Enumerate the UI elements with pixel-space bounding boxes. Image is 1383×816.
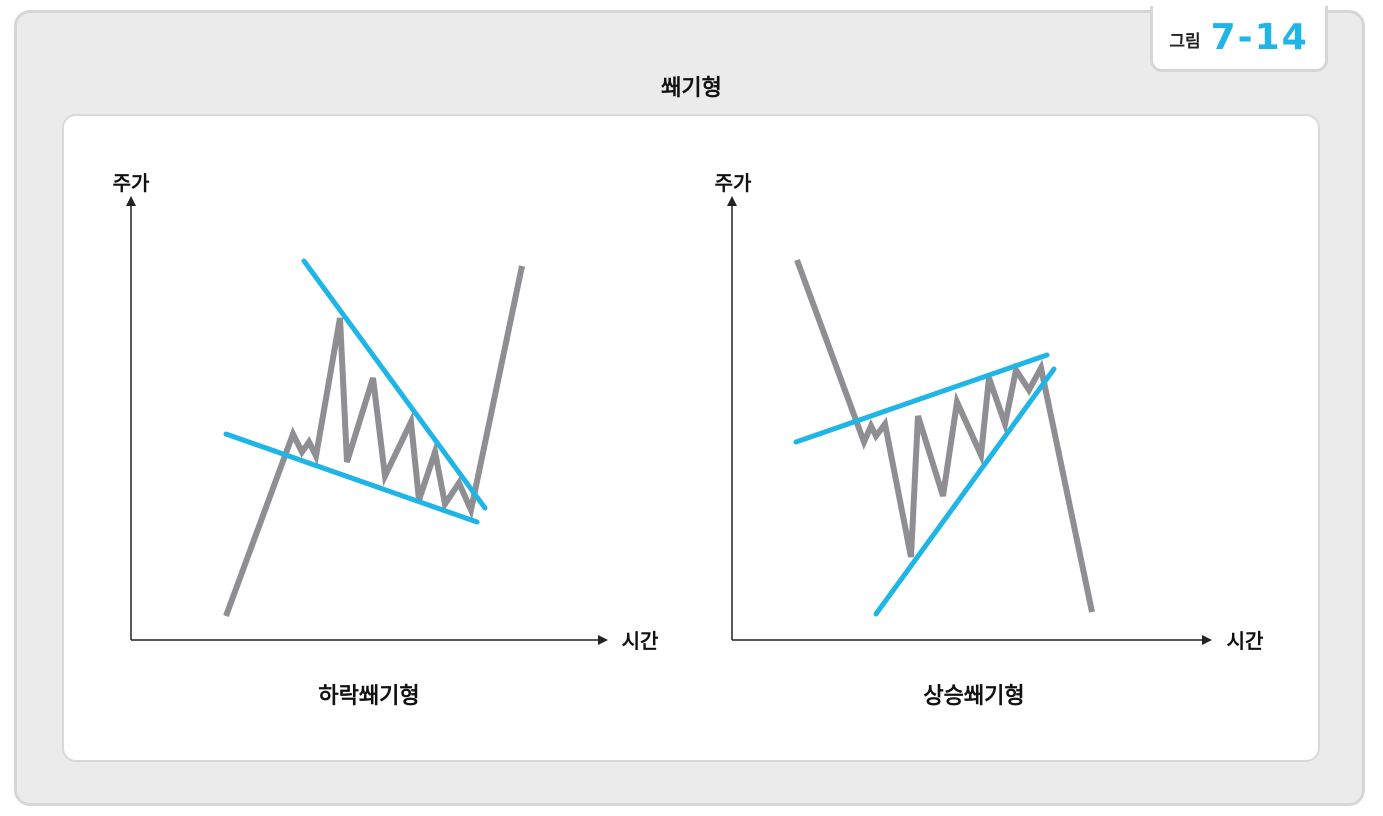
- chart-caption: 하락쐐기형: [318, 684, 419, 709]
- upper-trendline: [301, 258, 488, 511]
- y-axis-label: 주가: [715, 171, 752, 195]
- upper-trendline: [793, 352, 1050, 445]
- x-axis-label: 시간: [1227, 629, 1264, 653]
- y-axis-label: 주가: [113, 171, 150, 195]
- chart-caption: 상승쐐기형: [923, 684, 1024, 709]
- lower-trendline: [223, 431, 480, 525]
- lower-trendline: [873, 366, 1057, 617]
- x-axis-label: 시간: [622, 629, 659, 653]
- rising-wedge-chart: 주가 시간 상승쐐기형: [715, 171, 1264, 709]
- figure-number: 7-14: [1210, 17, 1309, 58]
- figure-tab: 그림 7-14: [1150, 6, 1328, 72]
- figure-label: 그림: [1169, 32, 1201, 52]
- diagram-panel: [62, 114, 1320, 762]
- price-line: [223, 265, 525, 618]
- price-line: [794, 258, 1095, 613]
- figure-title: 쐐기형: [661, 76, 722, 101]
- falling-wedge-chart: 주가 시간 하락쐐기형: [113, 171, 659, 709]
